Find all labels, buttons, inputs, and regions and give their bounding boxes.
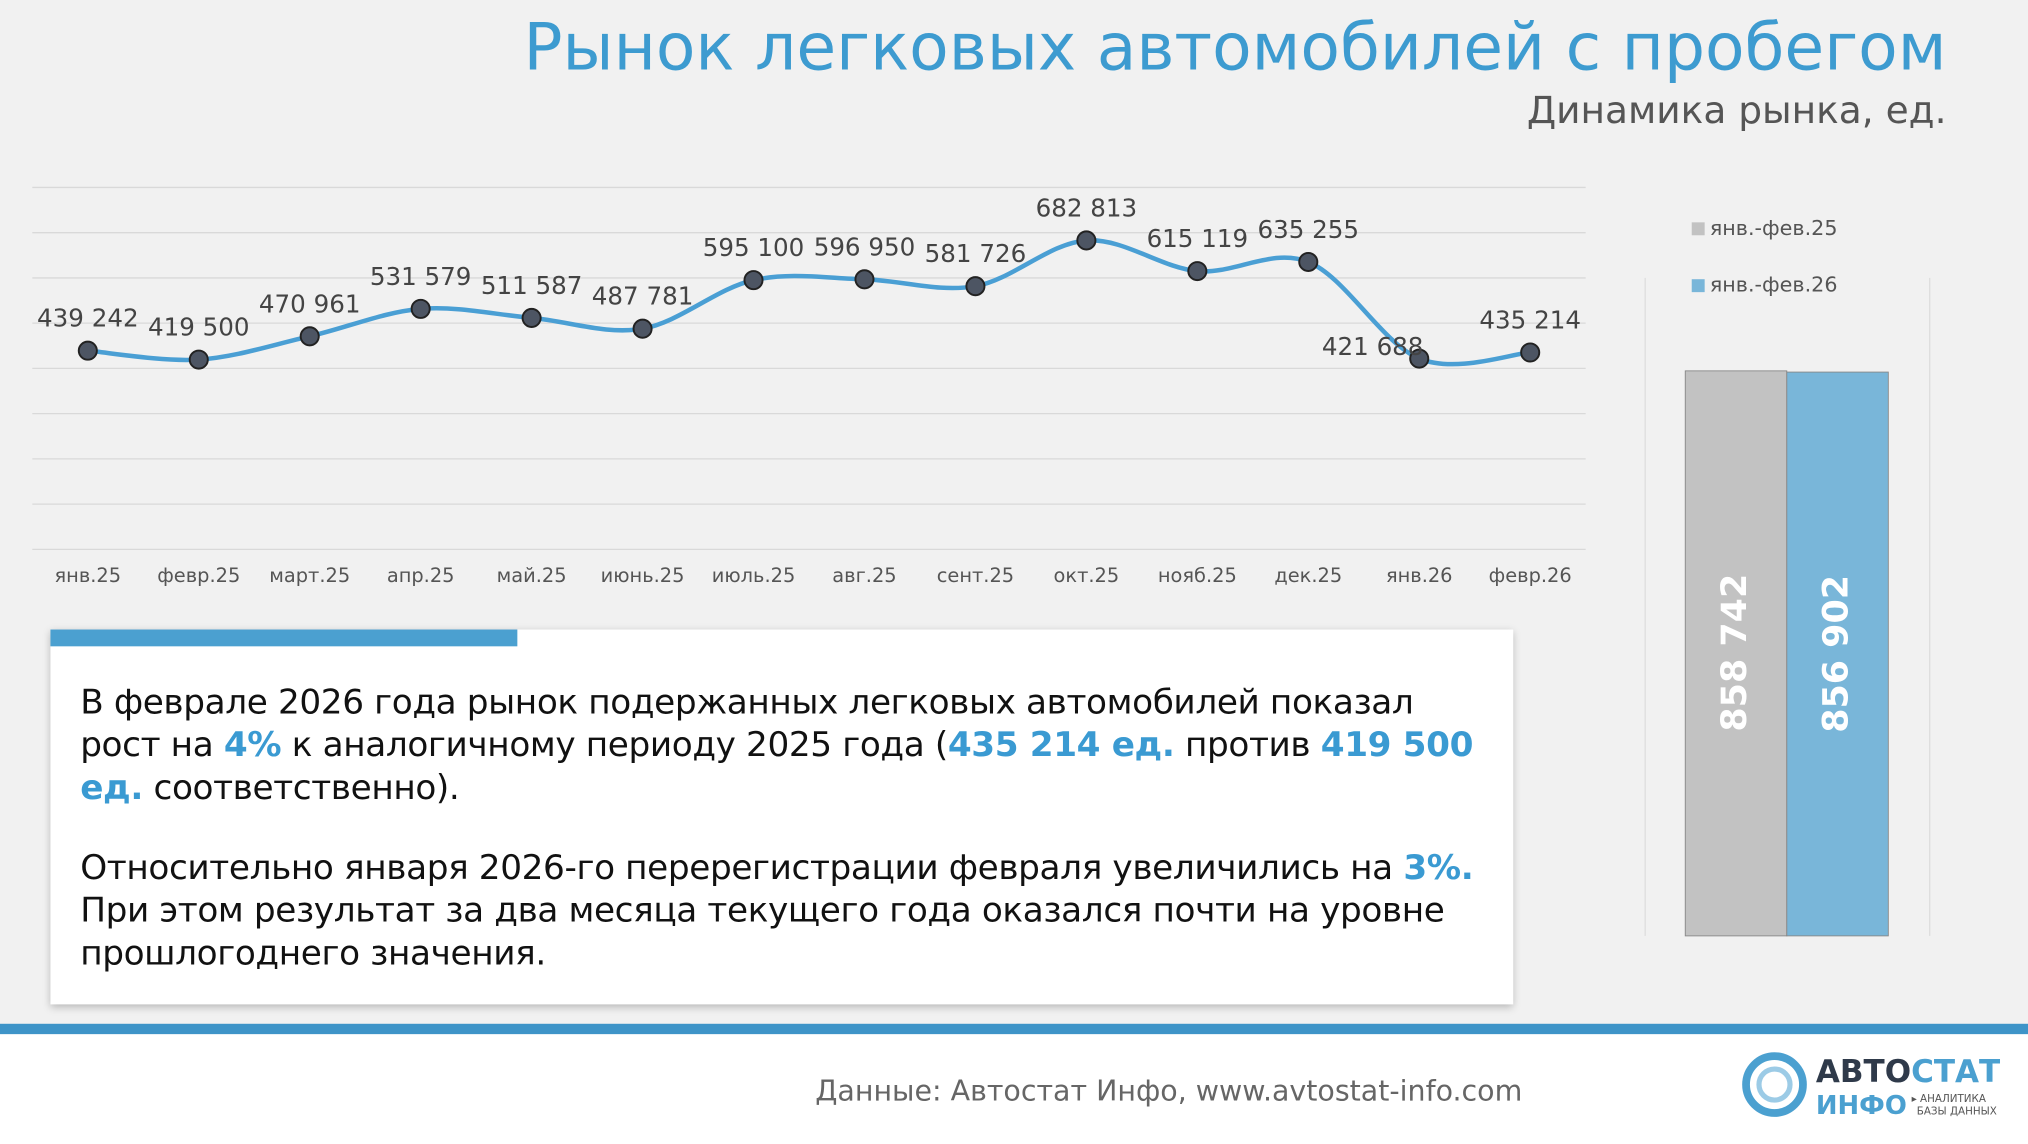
data-label: 596 950 — [814, 232, 916, 261]
point — [1298, 251, 1319, 272]
point — [1076, 230, 1097, 251]
data-label: 581 726 — [925, 239, 1027, 268]
text-box-tab — [50, 629, 518, 647]
highlight: 419 500 ед. — [80, 725, 1474, 808]
text: к аналогичному периоду 2025 года ( — [281, 725, 948, 766]
logo-icon — [1742, 1052, 1807, 1117]
logo: АВТОСТАТ ИНФО ▸ АНАЛИТИКА БАЗЫ ДАННЫХ — [1742, 1052, 2000, 1121]
data-label: 439 242 — [37, 304, 139, 333]
legend-label: янв.-фев.25 — [1710, 216, 1838, 240]
data-label: 470 961 — [259, 289, 361, 318]
text: против — [1174, 725, 1321, 766]
bar — [1786, 371, 1889, 937]
data-label: 682 813 — [1036, 193, 1138, 222]
x-tick-label: дек.25 — [1274, 564, 1342, 587]
point — [854, 269, 875, 290]
point — [632, 318, 653, 339]
point — [188, 349, 209, 370]
footer — [0, 1034, 2028, 1144]
point — [77, 340, 98, 361]
footer-rule — [0, 1023, 2028, 1035]
x-tick-label: янв.26 — [1386, 564, 1453, 587]
point — [743, 270, 764, 291]
bar — [1684, 370, 1788, 937]
logo-tag: БАЗЫ ДАННЫХ — [1917, 1106, 1997, 1118]
text-box: В феврале 2026 года рынок подержанных ле… — [50, 629, 1514, 1005]
x-tick-label: июль.25 — [712, 564, 796, 587]
data-label: 635 255 — [1258, 215, 1360, 244]
x-tick-label: окт.25 — [1054, 564, 1120, 587]
legend-swatch — [1691, 222, 1705, 236]
data-label: 615 119 — [1147, 224, 1249, 253]
point — [1187, 261, 1208, 282]
data-label: 858 742 — [1715, 574, 1755, 732]
text: Относительно января 2026-го перерегистра… — [80, 847, 1404, 889]
point — [1520, 342, 1541, 363]
x-tick-label: нояб.25 — [1158, 564, 1237, 587]
x-tick-label: июнь.25 — [601, 564, 685, 587]
x-tick-label: сент.25 — [937, 564, 1014, 587]
point — [299, 326, 320, 347]
logo-text: АВТОСТАТ — [1816, 1054, 2000, 1090]
data-label: 419 500 — [148, 313, 250, 342]
highlight: 4% — [223, 725, 282, 766]
subtitle: Динамика рынка, ед. — [1527, 88, 1947, 132]
x-tick-label: апр.25 — [387, 564, 455, 587]
x-tick-label: февр.26 — [1489, 564, 1572, 587]
data-label: 511 587 — [481, 271, 583, 300]
x-tick-label: янв.25 — [55, 564, 122, 587]
legend-label: янв.-фев.26 — [1710, 273, 1838, 297]
data-label: 531 579 — [370, 262, 472, 291]
logo-tag: ▸ АНАЛИТИКА — [1912, 1093, 1986, 1105]
paragraph: В феврале 2026 года рынок подержанных ле… — [80, 681, 1496, 809]
data-label: 595 100 — [703, 233, 805, 262]
legend-swatch — [1691, 279, 1705, 293]
x-tick-label: февр.25 — [157, 564, 240, 587]
point — [410, 298, 431, 319]
text: В феврале 2026 года рынок подержанных ле… — [80, 682, 1414, 766]
logo-text: ИНФО — [1816, 1091, 1907, 1121]
x-tick-label: авг.25 — [832, 564, 896, 587]
highlight: 435 214 ед. — [947, 725, 1175, 766]
x-tick-label: май.25 — [497, 564, 567, 587]
point — [1409, 348, 1430, 369]
text: соответственно). — [142, 767, 460, 808]
point — [965, 276, 986, 297]
data-label: 856 902 — [1817, 575, 1857, 733]
data-label: 435 214 — [1479, 305, 1581, 334]
logo-icon — [1756, 1066, 1793, 1103]
data-label: 487 781 — [592, 282, 694, 311]
paragraph: Относительно января 2026-го перерегистра… — [80, 847, 1496, 975]
title: Рынок легковых автомобилей с пробегом — [524, 10, 1947, 85]
text: При этом результат за два месяца текущег… — [80, 890, 1445, 974]
highlight: 3%. — [1403, 847, 1474, 889]
x-tick-label: март.25 — [269, 564, 350, 587]
source: Данные: Автостат Инфо, www.avtostat-info… — [815, 1074, 1522, 1107]
data-label: 421 688 — [1322, 332, 1424, 361]
point — [521, 307, 542, 328]
